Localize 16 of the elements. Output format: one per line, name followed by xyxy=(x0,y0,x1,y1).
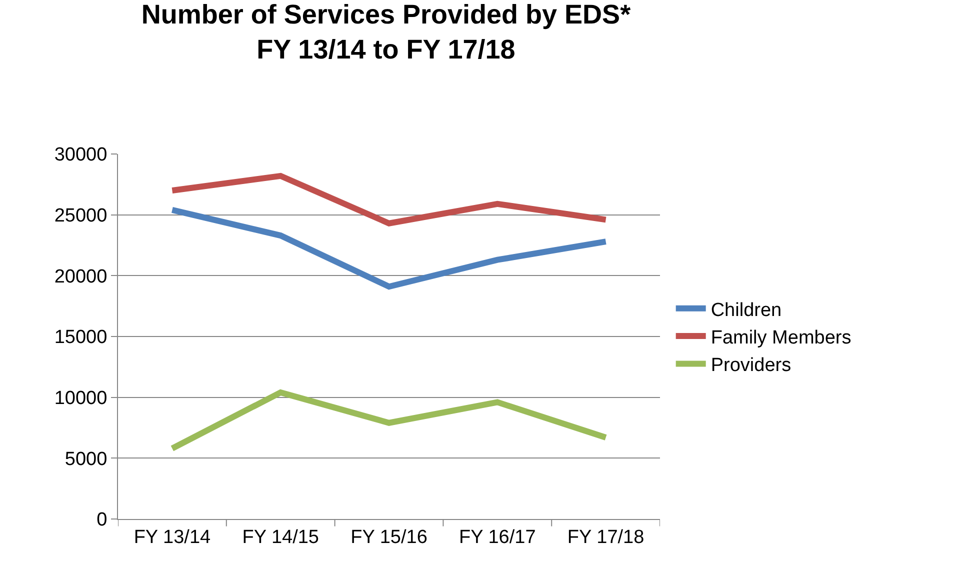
legend-label: Providers xyxy=(710,355,792,376)
legend-label: Family Members xyxy=(710,327,852,348)
y-tick-label: 20000 xyxy=(54,266,108,288)
x-tick-label: FY 14/15 xyxy=(242,526,319,548)
y-tick-label: 25000 xyxy=(54,205,108,226)
chart-title: Number of Services Provided by EDS* FY 13/14 to FY 17/18 xyxy=(141,0,632,64)
x-tick-label: FY 16/17 xyxy=(459,526,536,548)
y-tick-label: 10000 xyxy=(54,388,108,409)
y-tick-label: 5000 xyxy=(64,448,108,470)
x-tick-label: FY 17/18 xyxy=(567,526,644,548)
y-tick-label: 30000 xyxy=(54,144,108,166)
legend-label: Children xyxy=(710,300,782,321)
y-tick-label: 15000 xyxy=(54,327,108,348)
y-tick-label: 0 xyxy=(96,510,108,531)
x-tick-label: FY 15/16 xyxy=(350,526,428,548)
x-tick-label: FY 13/14 xyxy=(134,526,212,548)
